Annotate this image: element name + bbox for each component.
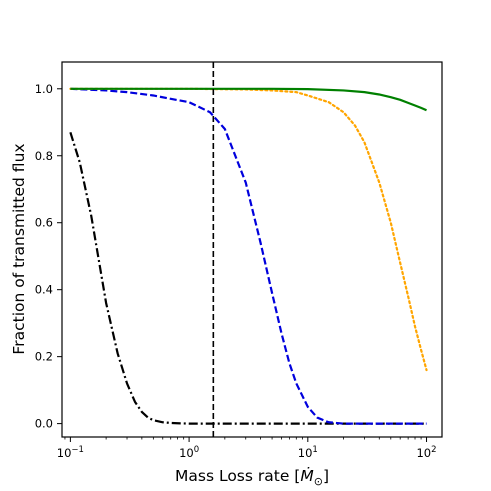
series-layer: [69, 87, 428, 425]
x-tick-label: 102: [416, 445, 436, 460]
y-axis-title: Fraction of transmitted flux: [10, 143, 28, 354]
x-axis-title: Mass Loss rate [Ṁ⊙]: [175, 466, 329, 488]
series-line-dashed: [70, 87, 427, 425]
y-tick-label: 0.4: [35, 283, 53, 297]
x-tick-label: 101: [298, 445, 318, 460]
x-tick-label: 10−1: [57, 445, 84, 460]
y-tick-label: 0.6: [35, 216, 53, 230]
y-tick-label: 0.2: [35, 350, 53, 364]
y-tick-label: 0.8: [35, 149, 53, 163]
plot-frame: [61, 61, 443, 438]
y-tick-label: 1.0: [35, 82, 53, 96]
y-tick-label: 0.0: [35, 417, 53, 431]
series-line-solid: [70, 87, 427, 112]
x-tick-label: 100: [179, 445, 199, 460]
series-line-dotted: [69, 87, 428, 372]
ticks-layer: 10−1 100 101 102 0.0 0.2 0.4 0.6 0.8 1.0: [35, 82, 437, 460]
series-line-dashdot: [69, 131, 427, 425]
